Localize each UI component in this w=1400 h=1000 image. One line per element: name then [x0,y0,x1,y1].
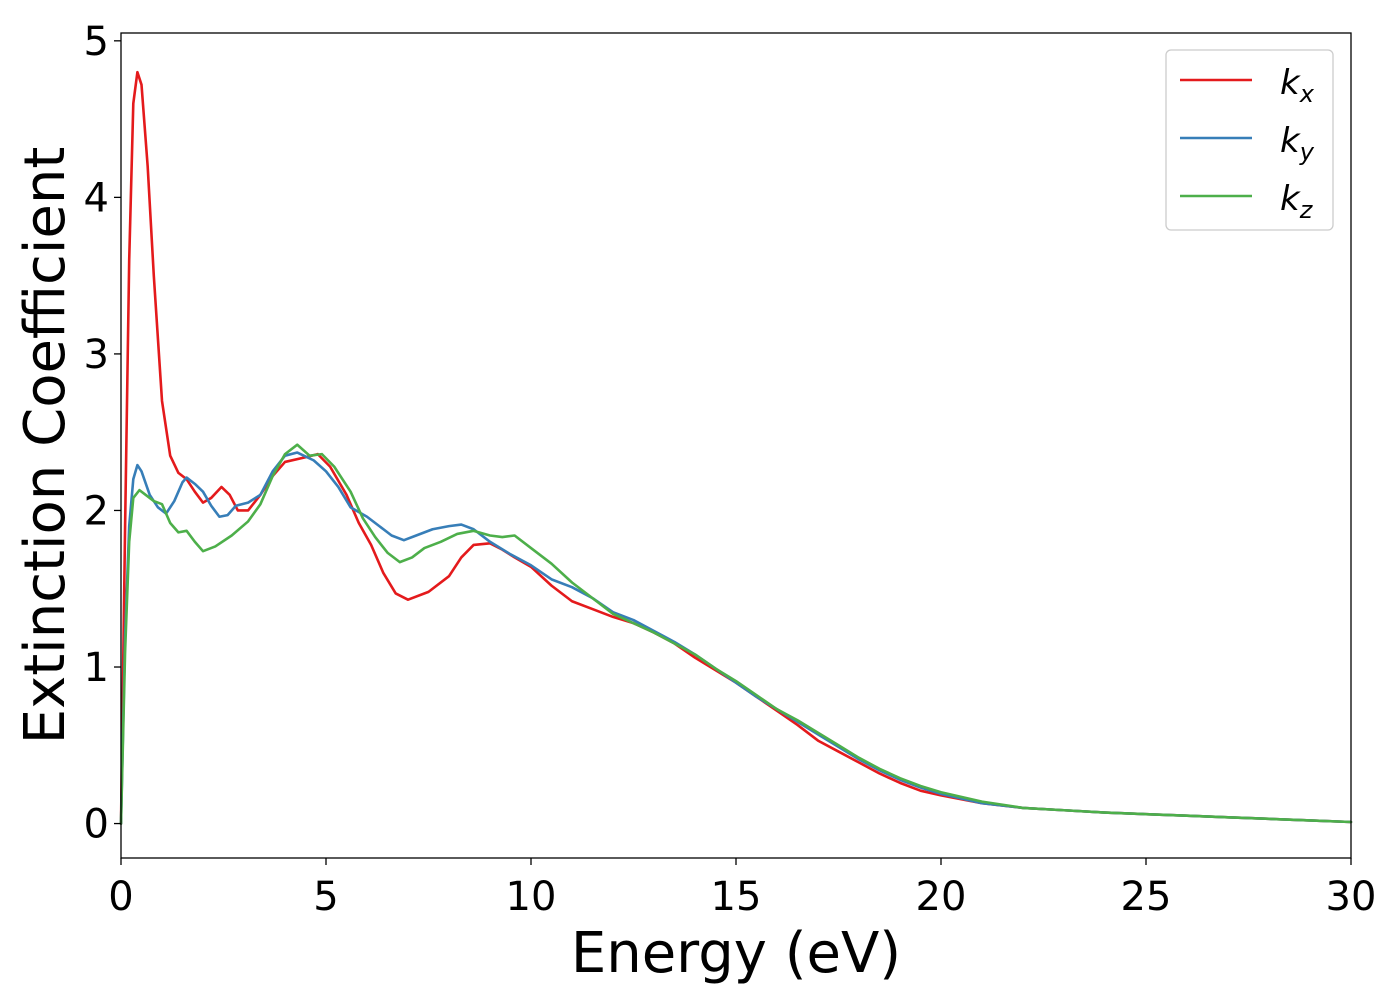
series-line-x [119,70,1353,825]
x-axis-title: Energy (eV) [571,921,901,986]
x-tick-label: 20 [916,874,967,920]
x-tick-label: 0 [108,874,133,920]
y-tick-label: 0 [84,802,109,848]
y-tick-label: 3 [84,332,109,378]
legend-label-x: kx [1280,63,1315,108]
x-axis-ticks: 0 5 10 15 20 25 30 [108,858,1376,920]
legend-label-subscript: z [1299,196,1314,224]
y-tick-label: 2 [84,488,109,534]
y-axis-ticks: 0 1 2 3 4 5 [84,19,121,848]
y-tick-label: 4 [84,175,109,221]
legend-label-main: k [1280,179,1301,219]
legend-label-main: k [1280,121,1301,161]
x-tick-label: 10 [506,874,557,920]
y-tick-label: 5 [84,19,109,65]
series-line-z [119,443,1353,825]
y-axis-title: Extinction Coefficient [13,147,78,745]
y-tick-label: 1 [84,645,109,691]
legend-box [1165,49,1334,231]
x-tick-label: 5 [313,874,338,920]
x-tick-label: 30 [1326,874,1377,920]
legend-label-z: kz [1280,179,1314,224]
legend-label-subscript: x [1299,80,1315,108]
legend-label-y: ky [1280,121,1315,166]
series-line-y [119,451,1353,825]
x-tick-label: 25 [1121,874,1172,920]
x-tick-label: 15 [711,874,762,920]
legend-label-main: k [1280,63,1301,103]
legend-label-subscript: y [1299,138,1315,166]
series-layer [119,70,1353,825]
